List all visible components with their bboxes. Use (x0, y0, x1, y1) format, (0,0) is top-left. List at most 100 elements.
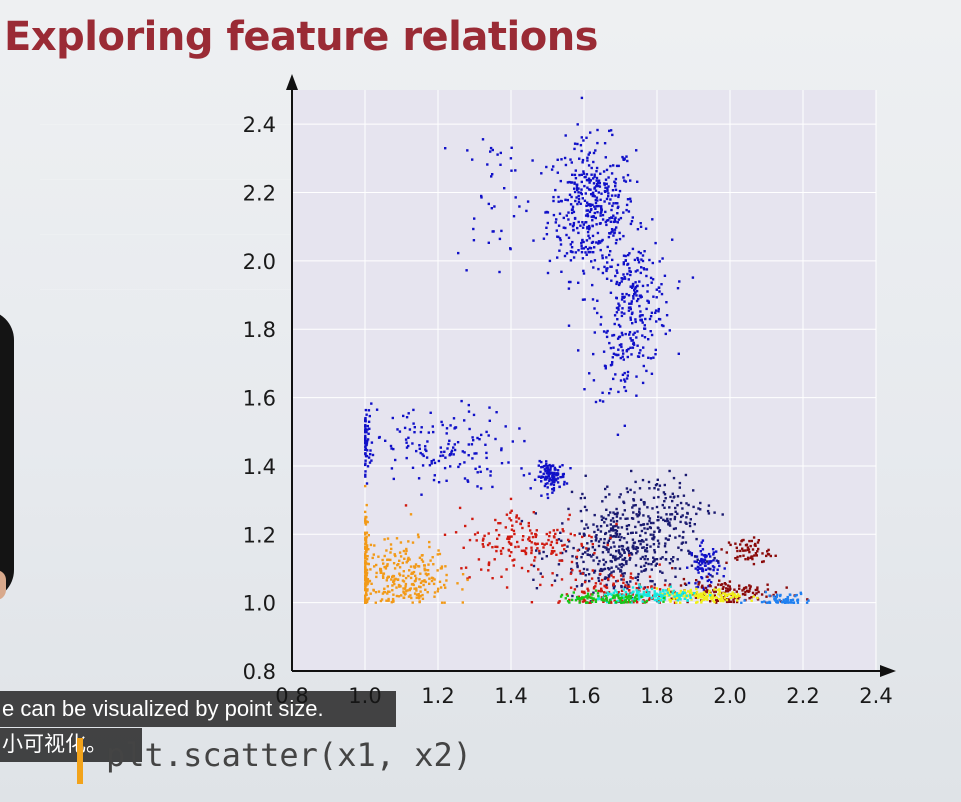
scatter-point (499, 522, 502, 525)
scatter-point (700, 541, 703, 544)
scatter-point (580, 519, 583, 523)
scatter-point (672, 496, 675, 499)
scatter-point (437, 549, 440, 552)
scatter-point (760, 593, 764, 596)
scatter-point (701, 539, 705, 542)
scatter-point (596, 299, 599, 302)
scatter-point (388, 590, 391, 593)
scatter-point (635, 599, 638, 602)
scatter-point (496, 153, 499, 156)
scatter-point (618, 237, 622, 241)
scatter-point (605, 335, 609, 339)
scatter-point (634, 286, 638, 289)
scatter-point (736, 558, 739, 561)
scatter-point (584, 175, 587, 179)
scatter-point (595, 205, 598, 208)
scatter-point (580, 556, 583, 559)
scatter-point (474, 467, 477, 470)
scatter-point (672, 597, 675, 601)
scatter-point (631, 506, 634, 509)
scatter-point (616, 579, 619, 583)
scatter-point (430, 579, 434, 583)
scatter-point (543, 484, 547, 488)
scatter-point (645, 538, 648, 541)
scatter-point (626, 370, 630, 374)
scatter-point (572, 228, 575, 232)
scatter-point (584, 251, 587, 254)
scatter-point (398, 430, 402, 433)
scatter-point (553, 473, 556, 476)
scatter-point (365, 550, 368, 553)
scatter-point (641, 595, 645, 598)
scatter-point (472, 439, 475, 442)
scatter-point (585, 173, 589, 176)
scatter-point (403, 426, 407, 430)
scatter-point (728, 585, 731, 588)
scatter-point (365, 442, 369, 445)
scatter-point (374, 591, 378, 594)
scatter-point (626, 272, 629, 276)
scatter-point (461, 588, 464, 591)
scatter-point (423, 564, 426, 567)
scatter-point (667, 590, 671, 593)
scatter-point (585, 253, 588, 256)
scatter-point (671, 492, 674, 495)
scatter-point (620, 343, 623, 346)
scatter-point (633, 599, 636, 603)
scatter-point (581, 257, 585, 260)
scatter-point (647, 598, 651, 601)
scatter-point (635, 375, 638, 378)
scatter-point (634, 281, 637, 284)
scatter-point (706, 575, 709, 579)
scatter-point (623, 556, 627, 560)
scatter-point (741, 547, 744, 550)
scatter-point (427, 573, 430, 576)
scatter-point (617, 567, 620, 570)
scatter-point (594, 582, 598, 585)
scatter-point (706, 509, 710, 513)
scatter-point (445, 479, 448, 482)
scatter-point (721, 599, 724, 602)
scatter-point (618, 189, 622, 193)
scatter-point (603, 265, 606, 269)
scatter-point (545, 233, 549, 236)
scatter-point (599, 198, 602, 201)
scatter-point (531, 535, 535, 539)
scatter-point (756, 586, 759, 589)
scatter-point (626, 532, 630, 535)
scatter-point (639, 498, 643, 501)
scatter-point (619, 570, 622, 573)
scatter-point (716, 599, 719, 602)
scatter-point (623, 378, 626, 381)
scatter-point (686, 599, 689, 602)
scatter-point (605, 168, 609, 172)
scatter-point (585, 239, 589, 242)
scatter-point (754, 552, 758, 555)
scatter-point (583, 533, 586, 536)
scatter-point (540, 172, 543, 175)
scatter-point (371, 556, 374, 560)
scatter-point (715, 601, 718, 604)
scatter-point (440, 450, 443, 454)
scatter-point (609, 220, 613, 223)
scatter-point (586, 225, 589, 229)
scatter-point (724, 594, 727, 598)
scatter-point (559, 551, 562, 555)
scatter-point (555, 553, 558, 556)
scatter-point (545, 462, 548, 466)
scatter-point (563, 548, 566, 551)
scatter-point (683, 591, 686, 595)
scatter-point (595, 223, 598, 226)
scatter-point (409, 576, 413, 580)
scatter-point (620, 311, 623, 314)
scatter-point (562, 226, 565, 229)
scatter-point (587, 164, 591, 167)
scatter-point (418, 578, 421, 581)
scatter-point (550, 549, 554, 553)
x-tick-label: 1.6 (567, 684, 600, 708)
scatter-point (365, 413, 368, 416)
scatter-point (365, 482, 369, 485)
scatter-point (707, 584, 710, 588)
scatter-point (592, 379, 596, 382)
scatter-point (639, 565, 643, 568)
